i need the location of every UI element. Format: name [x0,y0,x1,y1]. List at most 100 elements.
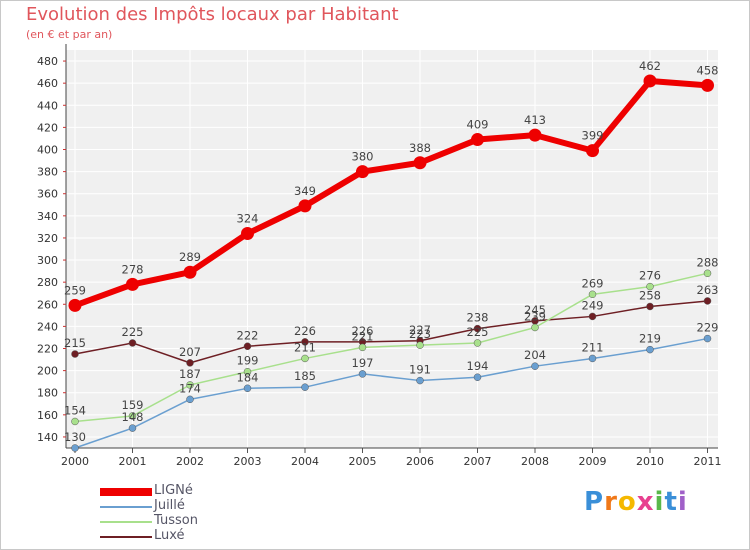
data-point [473,324,482,333]
data-label: 130 [64,430,86,444]
x-tick-label: 2011 [694,455,722,468]
data-point [703,269,712,278]
data-point [128,339,137,347]
y-tick-label: 340 [37,210,58,223]
data-label: 191 [409,363,431,377]
chart-title: Evolution des Impôts locaux par Habitant [26,4,399,25]
y-tick-label: 160 [37,409,58,422]
data-label: 462 [639,59,661,73]
data-point [71,350,79,358]
series-line-juillé [74,337,708,449]
series-line-ligné [73,77,708,309]
data-point [528,128,542,142]
data-point [646,302,654,311]
data-label: 215 [64,336,86,350]
data-label: 226 [352,324,374,338]
data-point [701,78,714,92]
data-label: 349 [294,184,316,198]
data-point [243,342,252,351]
data-point [588,354,597,363]
y-tick-label: 440 [37,99,58,112]
x-tick-label: 2005 [349,455,377,468]
data-point [356,165,369,179]
data-point [586,144,599,158]
data-point [473,373,482,381]
series-line-tusson [74,272,708,423]
x-tick-label: 2000 [61,455,89,468]
data-point [471,133,484,147]
data-point [646,345,654,354]
data-label: 399 [582,129,604,143]
data-label: 211 [294,340,316,354]
data-point [241,227,254,241]
data-label: 222 [237,328,259,342]
series-line-luxé [74,300,708,364]
data-point [588,312,597,321]
data-label: 380 [352,150,374,164]
y-tick-label: 320 [37,232,58,245]
data-point [183,265,197,279]
data-point [588,290,597,299]
legend-label-tusson: Tusson [154,513,198,528]
legend-swatch-luxe [100,536,152,538]
x-tick-label: 2004 [291,455,319,468]
data-label: 388 [409,141,431,155]
y-tick-label: 180 [37,387,58,400]
data-label: 197 [352,356,374,370]
data-label: 159 [122,398,144,412]
y-tick-label: 220 [37,343,58,356]
data-point [128,412,137,420]
data-point [703,297,712,305]
x-tick-label: 2009 [579,455,607,468]
data-label: 458 [697,63,719,77]
legend-swatch-juille [100,506,152,508]
data-label: 238 [467,311,489,325]
data-point [416,341,424,349]
y-tick-label: 420 [37,121,58,134]
y-tick-label: 380 [37,166,58,179]
x-tick-label: 2010 [636,455,664,468]
data-label: 249 [582,298,604,312]
data-point [413,156,427,170]
data-point [703,334,712,343]
data-point [128,424,137,432]
y-tick-label: 200 [37,365,58,378]
data-label: 148 [122,410,144,424]
data-label: 174 [179,381,201,395]
y-tick-label: 400 [37,144,58,157]
data-label: 278 [122,262,144,276]
data-label: 225 [122,325,144,339]
data-label: 207 [179,345,201,359]
data-label: 185 [294,369,316,383]
proxiti-logo: Proxiti [584,487,688,517]
data-point [186,395,194,404]
data-label: 288 [697,255,719,269]
x-tick-label: 2003 [234,455,262,468]
data-point [531,362,539,370]
data-point [126,277,139,291]
data-label: 263 [697,283,719,297]
x-tick-label: 2006 [406,455,434,468]
data-label: 259 [64,283,86,297]
x-tick-label: 2001 [119,455,147,468]
y-tick-label: 140 [37,431,58,444]
data-point [416,376,424,385]
logo-letter: x [636,487,655,517]
data-point [298,199,312,213]
data-point [646,282,654,291]
y-tick-label: 280 [37,276,58,289]
data-label: 324 [237,212,259,226]
legend-swatch-ligne [100,488,152,496]
data-point [243,384,252,393]
legend-swatch-tusson [100,521,152,523]
data-label: 221 [352,329,374,343]
data-label: 413 [524,113,546,127]
data-point [301,338,309,346]
y-tick-label: 240 [37,320,58,333]
data-label: 226 [294,324,316,338]
data-point [186,359,194,367]
data-point [473,339,482,347]
data-point [301,383,309,391]
logo-letter: i [654,487,665,517]
legend-label-luxe: Luxé [154,528,185,543]
